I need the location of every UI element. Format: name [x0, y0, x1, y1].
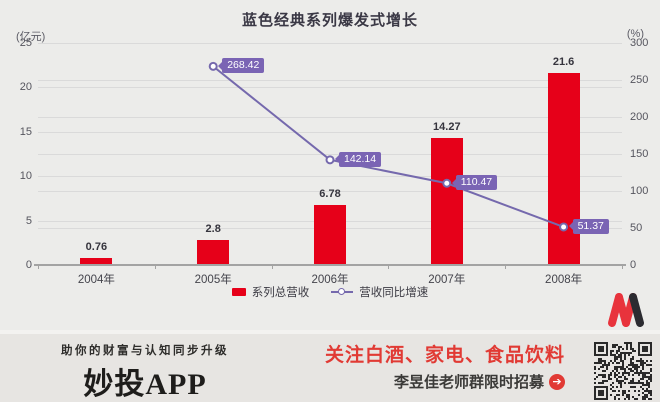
x-label-2007年: 2007年 — [428, 274, 466, 286]
left-tick-10: 10 — [19, 170, 32, 183]
right-tick-50: 50 — [630, 222, 643, 234]
right-tick-0: 0 — [630, 259, 637, 271]
line-marker-2005年 — [208, 61, 218, 71]
line-marker-icon — [331, 288, 354, 296]
bar-2004年 — [80, 258, 113, 265]
qr-code — [594, 342, 652, 400]
x-tick-mark — [38, 265, 39, 269]
growth-line-chart — [208, 61, 569, 232]
line-value-2006年: 142.14 — [334, 151, 382, 167]
x-tick-mark — [622, 265, 623, 269]
bar-value-2006年: 6.78 — [319, 187, 341, 200]
gridline-right-200 — [38, 117, 622, 118]
legend: 系列总营收 营收同比增速 — [0, 283, 660, 301]
left-tick-5: 5 — [25, 214, 32, 227]
app-name: 妙投APP — [83, 368, 207, 401]
chart-title: 蓝色经典系列爆发式增长 — [241, 12, 418, 29]
x-label-2008年: 2008年 — [545, 274, 583, 286]
plot-area: 0.76 2.8 6.78 14.27 21.6 268.42 142.14 110.47 5… — [34, 43, 626, 286]
x-tick-mark — [388, 265, 390, 269]
right-tick-100: 100 — [630, 185, 649, 197]
x-tick-mark — [154, 265, 156, 269]
line-marker-2007年 — [442, 178, 452, 188]
footer-right-block: 关注白酒、家电、食品饮料 李昱佳老师群限时招募 ➔ — [325, 340, 565, 392]
footer-banner: 助你的财富与认知同步升级 妙投APP 关注白酒、家电、食品饮料 李昱佳老师群限时… — [0, 330, 660, 402]
promo-subline-text: 李昱佳老师群限时招募 — [393, 374, 544, 391]
footer-left-block: 助你的财富与认知同步升级 妙投APP — [30, 342, 260, 402]
x-tick-mark — [271, 265, 273, 269]
bar-value-2005年: 2.8 — [205, 223, 221, 236]
x-label-2006年: 2006年 — [311, 274, 349, 286]
x-tick-mark — [505, 265, 507, 269]
arrow-circle-icon: ➔ — [549, 373, 565, 390]
bar-swatch-icon — [231, 288, 246, 296]
x-label-2005年: 2005年 — [194, 274, 232, 286]
right-tick-200: 200 — [630, 111, 649, 123]
footer-tagline: 助你的财富与认知同步升级 — [61, 345, 229, 357]
line-marker-2006年 — [325, 155, 335, 165]
right-tick-150: 150 — [630, 148, 649, 160]
miaotou-m-logo-icon — [608, 293, 644, 327]
right-tick-300: 300 — [630, 37, 649, 49]
left-axis-unit: (亿元) — [16, 31, 46, 43]
gridline-right-250 — [38, 80, 622, 81]
gridline-right-300 — [38, 43, 622, 44]
legend-label-revenue: 系列总营收 — [251, 287, 310, 299]
bar-2006年 — [314, 204, 346, 265]
line-value-2007年: 110.47 — [451, 175, 498, 191]
line-value-2008年: 51.37 — [568, 218, 609, 234]
gridline-right-150 — [38, 154, 622, 155]
x-label-2004年: 2004年 — [77, 274, 115, 286]
left-tick-20: 20 — [19, 81, 32, 94]
left-tick-15: 15 — [19, 125, 32, 138]
legend-item-growth: 营收同比增速 — [331, 284, 428, 300]
gridline-left-15 — [38, 131, 622, 133]
left-tick-0: 0 — [25, 259, 32, 271]
line-marker-2008年 — [559, 222, 569, 232]
promo-subline: 李昱佳老师群限时招募 ➔ — [325, 371, 565, 392]
right-tick-250: 250 — [630, 74, 649, 86]
right-axis-unit: (%) — [626, 28, 644, 40]
legend-item-revenue: 系列总营收 — [231, 284, 310, 300]
left-tick-25: 25 — [19, 37, 32, 49]
growth-line — [212, 65, 564, 228]
bar-value-2007年: 14.27 — [433, 121, 461, 134]
bar-value-2004年: 0.76 — [85, 241, 108, 254]
gridline-right-100 — [38, 191, 622, 192]
bar-value-2008年: 21.6 — [552, 56, 575, 69]
bar-2005年 — [197, 240, 230, 265]
gridline-left-10 — [38, 176, 622, 178]
line-value-2005年: 268.42 — [218, 58, 265, 74]
promo-headline: 关注白酒、家电、食品饮料 — [324, 345, 565, 366]
legend-label-growth: 营收同比增速 — [359, 287, 429, 299]
bar-2007年 — [430, 138, 463, 265]
x-axis-baseline — [34, 264, 626, 266]
gridline-left-20 — [38, 87, 622, 89]
